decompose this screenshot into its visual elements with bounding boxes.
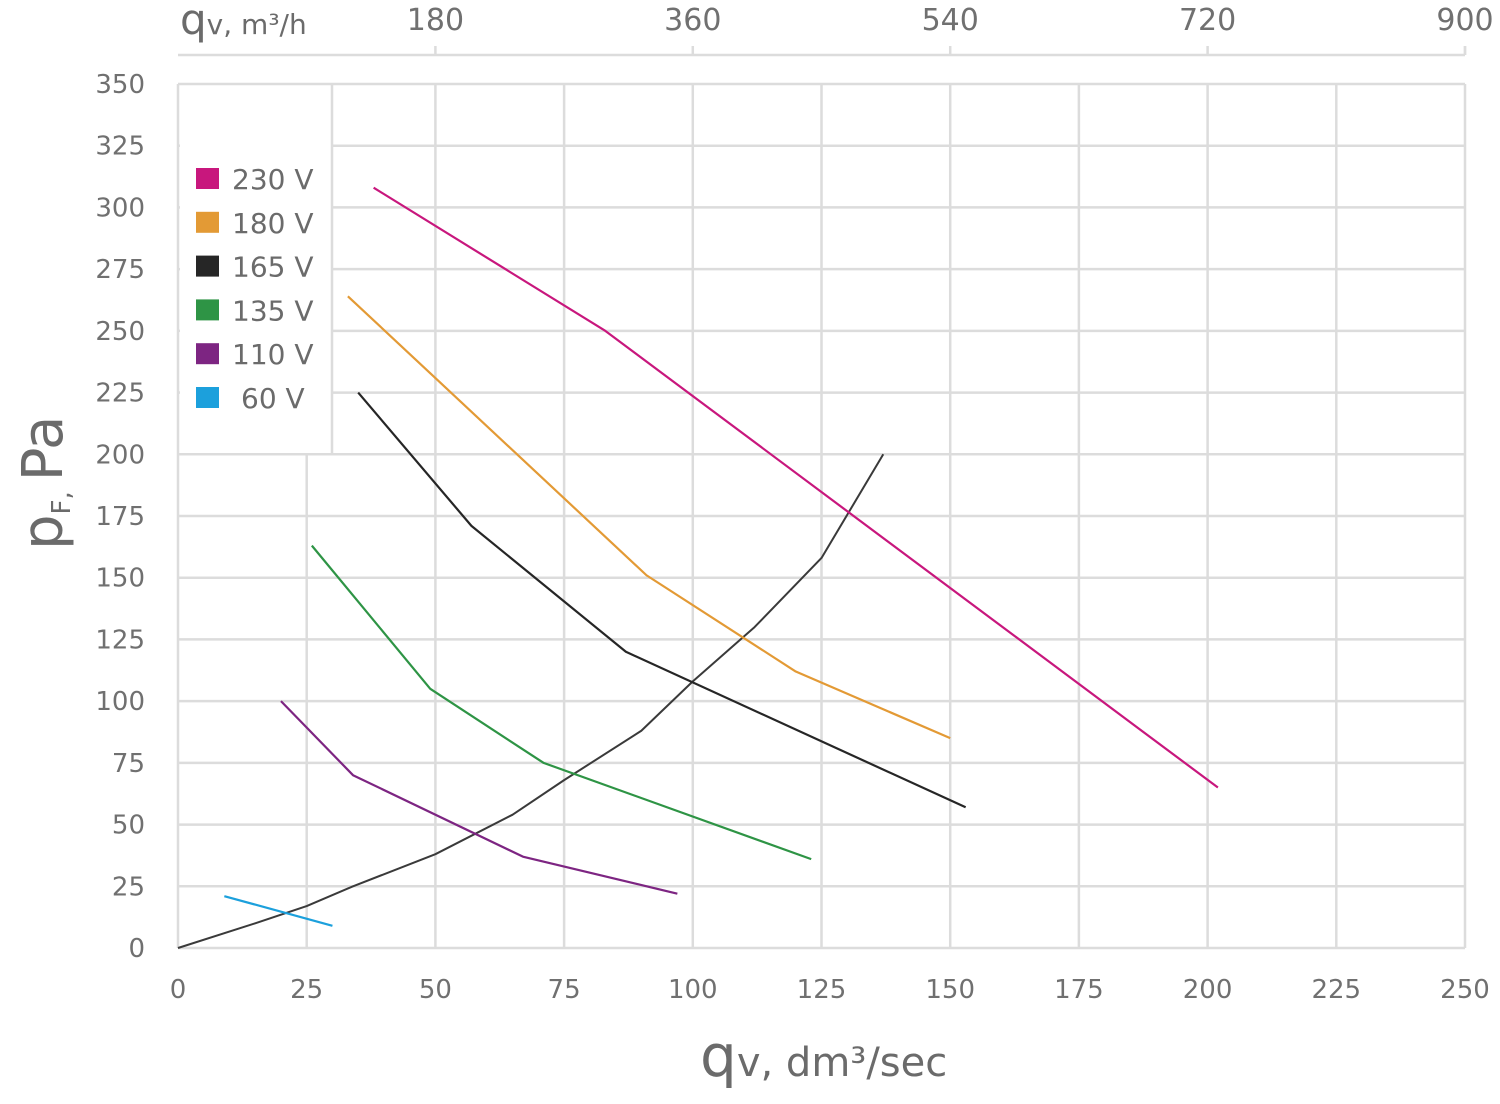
y-tick-label: 200 <box>95 440 145 470</box>
x-axis-label-sub: v, dm³/sec <box>737 1040 947 1086</box>
x-axis-label: qv, dm³/sec <box>700 1022 947 1090</box>
top-tick-label: 720 <box>1179 3 1236 38</box>
x-tick-label: 25 <box>290 975 323 1005</box>
top-axis <box>178 46 1467 57</box>
x-tick-label: 175 <box>1054 975 1104 1005</box>
y-tick-label: 50 <box>112 811 145 841</box>
legend-item-165v: 165 V <box>196 251 314 284</box>
legend-swatch <box>196 387 219 408</box>
y-tick-label: 250 <box>95 317 145 347</box>
y-tick-label: 75 <box>112 749 145 779</box>
top-axis-label-main: q <box>180 0 207 44</box>
x-tick-label: 125 <box>797 975 847 1005</box>
top-axis-label-sub: v, m³/h <box>207 8 307 41</box>
legend-item-135v: 135 V <box>196 294 314 327</box>
y-axis-label-sub: F, <box>47 491 77 514</box>
legend-label: 110 V <box>232 338 314 371</box>
series-line-135v <box>311 544 812 861</box>
y-tick-label: 125 <box>95 625 145 655</box>
y-axis-label-main: p <box>11 514 76 550</box>
x-tick-label: 100 <box>668 975 718 1005</box>
legend-item-110v: 110 V <box>196 338 314 371</box>
legend-swatch <box>196 255 219 277</box>
legend-item-230v: 230 V <box>196 163 314 196</box>
y-tick-label: 350 <box>95 70 145 100</box>
legend-swatch <box>196 168 219 189</box>
x-tick-label: 150 <box>925 975 975 1005</box>
series-line-165v <box>357 391 967 809</box>
top-axis-label: qv, m³/h <box>180 0 307 44</box>
top-axis-ticks: 180 360 540 720 900 <box>407 3 1494 55</box>
x-tick-label: 200 <box>1183 975 1233 1005</box>
y-tick-label: 150 <box>95 564 145 594</box>
x-tick-label: 0 <box>170 975 187 1005</box>
legend-item-180v: 180 V <box>196 207 314 240</box>
y-axis-ticks: 0 25 50 75 100 125 150 175 200 225 250 275 300 325 350 <box>95 70 145 964</box>
series-line-230v <box>373 186 1219 789</box>
legend-label: 60 V <box>241 382 305 415</box>
legend-label: 180 V <box>232 207 314 240</box>
y-axis-label: pF, Pa <box>11 416 77 550</box>
y-axis-label-unit: Pa <box>11 416 76 482</box>
y-tick-label: 175 <box>95 502 145 532</box>
series-line-180v <box>347 295 951 740</box>
x-tick-label: 50 <box>419 975 452 1005</box>
series-line-60v <box>224 895 333 927</box>
y-tick-label: 275 <box>95 255 145 285</box>
x-tick-label: 250 <box>1440 975 1490 1005</box>
x-tick-label: 75 <box>548 975 581 1005</box>
legend-label: 135 V <box>232 294 314 327</box>
top-tick-label: 900 <box>1436 3 1493 38</box>
y-tick-label: 100 <box>95 687 145 717</box>
y-tick-label: 300 <box>95 193 145 223</box>
y-tick-label: 325 <box>95 132 145 162</box>
legend-swatch <box>196 343 219 365</box>
top-tick-label: 360 <box>664 3 721 38</box>
top-tick-label: 540 <box>922 3 979 38</box>
x-tick-label: 225 <box>1311 975 1361 1005</box>
legend: 230 V 180 V 165 V 135 V 110 V 60 V <box>196 163 314 415</box>
series-lines <box>177 186 1219 949</box>
y-tick-label: 225 <box>95 379 145 409</box>
legend-swatch <box>196 299 219 321</box>
series-line-110v <box>280 700 678 895</box>
legend-label: 230 V <box>232 163 314 196</box>
legend-label: 165 V <box>232 251 314 284</box>
legend-item-60v: 60 V <box>196 382 305 415</box>
x-axis-ticks: 0 25 50 75 100 125 150 175 200 225 250 <box>170 975 1490 1005</box>
y-tick-label: 25 <box>112 872 145 902</box>
y-tick-label: 0 <box>128 934 145 964</box>
system-curve-line <box>177 453 885 949</box>
top-tick-label: 180 <box>407 3 464 38</box>
grid <box>176 82 1467 950</box>
x-axis-label-main: q <box>700 1022 737 1090</box>
legend-swatch <box>196 211 219 233</box>
